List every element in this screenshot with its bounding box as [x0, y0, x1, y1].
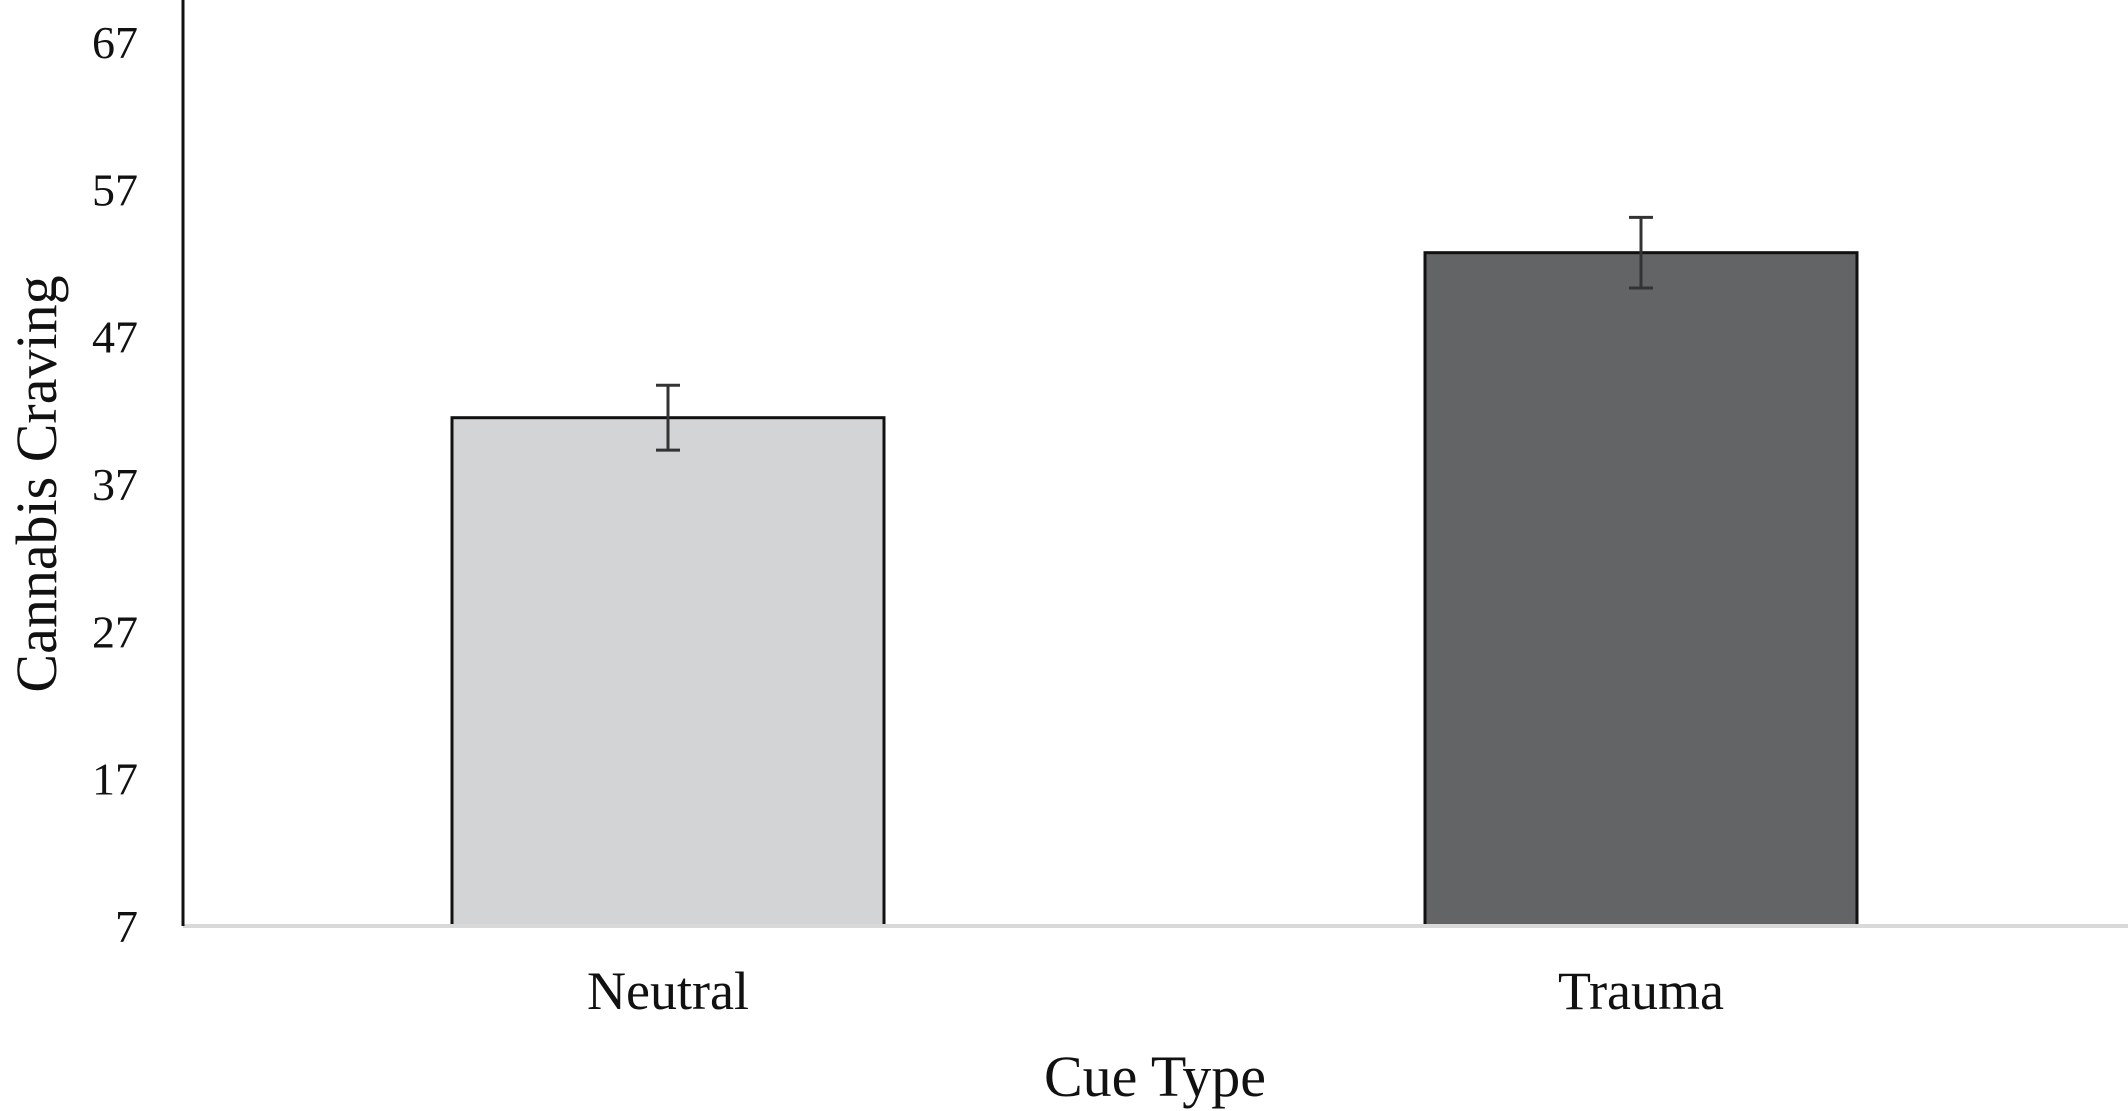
y-axis-ticks: 7 17 27 37 47 57 67	[92, 17, 138, 952]
x-tick-label: Trauma	[1558, 961, 1724, 1021]
y-tick-label: 57	[92, 164, 138, 215]
y-tick-label: 7	[115, 901, 138, 952]
x-axis-labels: Neutral Trauma	[587, 961, 1724, 1021]
bar-neutral	[450, 416, 886, 928]
bar-trauma	[1423, 251, 1859, 928]
x-tick-label: Neutral	[587, 961, 749, 1021]
y-tick-label: 27	[92, 606, 138, 657]
x-axis-title: Cue Type	[1044, 1044, 1266, 1109]
y-tick-label: 17	[92, 754, 138, 805]
bars	[450, 251, 1859, 928]
y-tick-label: 47	[92, 312, 138, 363]
y-tick-label: 67	[92, 17, 138, 68]
error-bar-trauma	[1629, 215, 1653, 290]
y-tick-label: 37	[92, 459, 138, 510]
error-bars	[656, 215, 1653, 452]
error-bar-neutral	[656, 383, 680, 452]
y-axis-title: Cannabis Craving	[4, 275, 69, 692]
